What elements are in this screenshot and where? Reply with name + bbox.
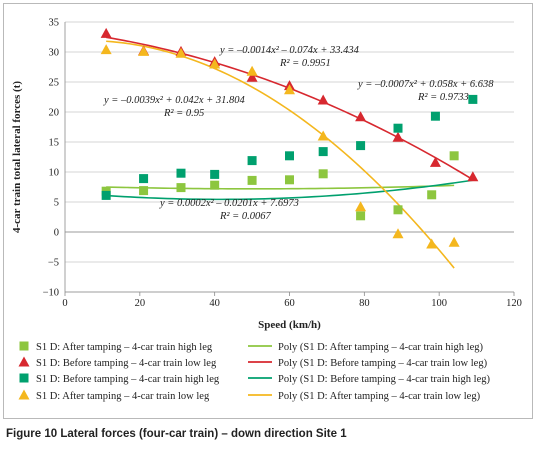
data-point-series-4 <box>448 236 460 247</box>
legend-label-trendline-3: Poly (S1 D: Before tamping – 4-car train… <box>278 374 490 385</box>
data-point-series-2 <box>355 111 367 122</box>
y-tick-label: 25 <box>49 78 60 89</box>
legend-marker-series-1 <box>19 341 29 351</box>
x-tick-label: 20 <box>135 298 146 309</box>
data-point-series-4 <box>138 45 150 56</box>
data-point-series-1 <box>356 211 366 221</box>
data-point-series-3 <box>430 111 440 121</box>
data-point-series-3 <box>285 151 294 161</box>
x-tick-label: 40 <box>209 298 220 309</box>
data-point-series-1 <box>210 180 220 190</box>
equation-layer: y = 0.0002x² – 0.0201x + 7.6973 R² = 0.00… <box>103 45 494 222</box>
trendline-1 <box>106 184 455 190</box>
legend-label-series-3: S1 D: Before tamping – 4-car train high … <box>36 374 220 385</box>
data-point-series-4 <box>209 58 221 69</box>
y-tick-label: −10 <box>43 288 59 299</box>
y-tick-label: 35 <box>49 18 60 29</box>
trendline-r2-1: R² = 0.0067 <box>219 211 272 222</box>
x-tick-label: 100 <box>431 298 447 309</box>
data-point-series-2 <box>392 131 404 142</box>
figure-caption: Figure 10 Lateral forces (four-car train… <box>6 428 347 440</box>
trendline-equation-2: y = –0.0014x² – 0.074x + 33.434 <box>219 45 360 56</box>
trendline-r2-2: R² = 0.9951 <box>279 58 331 69</box>
data-point-series-4 <box>317 130 329 141</box>
data-point-series-4 <box>426 238 438 249</box>
y-tick-label: 30 <box>49 48 60 59</box>
trendline-3 <box>106 179 473 201</box>
data-point-series-4 <box>284 84 295 95</box>
data-point-series-2 <box>246 71 258 82</box>
legend-marker-series-3 <box>19 373 29 383</box>
data-point-series-4 <box>246 65 258 76</box>
legend-label-trendline-1: Poly (S1 D: After tamping – 4-car train … <box>278 342 484 353</box>
data-point-series-1 <box>393 205 403 215</box>
data-point-series-3 <box>247 156 257 166</box>
legend-label-series-1: S1 D: After tamping – 4-car train high l… <box>36 342 213 353</box>
y-axis-title: 4-car train total lateral forces (t) <box>11 81 23 233</box>
data-point-series-3 <box>139 174 149 184</box>
trendline-equation-4: y = –0.0039x² + 0.042x + 31.804 <box>103 95 246 106</box>
y-tick-label: 5 <box>54 198 59 209</box>
data-point-series-3 <box>356 141 366 151</box>
data-point-series-1 <box>176 183 186 193</box>
legend: S1 D: After tamping – 4-car train high l… <box>18 341 490 402</box>
x-tick-label: 120 <box>506 298 522 309</box>
trendline-r2-4: R² = 0.95 <box>163 108 204 119</box>
x-tick-label: 80 <box>359 298 370 309</box>
y-tick-label: −5 <box>48 258 59 269</box>
data-point-series-1 <box>139 186 149 196</box>
legend-label-series-4: S1 D: After tamping – 4-car train low le… <box>36 391 210 402</box>
x-axis-title: Speed (km/h) <box>258 319 321 331</box>
legend-label-trendline-4: Poly (S1 D: After tamping – 4-car train … <box>278 391 481 402</box>
data-point-series-3 <box>210 169 220 179</box>
data-point-series-4 <box>100 44 112 55</box>
data-point-series-3 <box>318 147 328 157</box>
y-tick-label: 0 <box>54 228 59 239</box>
lateral-forces-chart: −10 −5 0 5 10 15 20 25 30 35 0 20 40 60 80 100 120 Speed … <box>11 18 522 403</box>
chart-border <box>3 3 533 419</box>
axis-layer: −10 −5 0 5 10 15 20 25 30 35 0 20 40 60 80 100 120 Speed … <box>11 18 522 332</box>
data-point-series-3 <box>393 123 403 133</box>
trendline-r2-3: R² = 0.9733 <box>417 92 469 103</box>
data-point-series-3 <box>468 94 478 104</box>
data-point-series-1 <box>427 190 437 200</box>
y-tick-label: 15 <box>49 138 60 149</box>
trendline-equation-3: y = –0.0007x² + 0.058x + 6.638 <box>357 79 494 90</box>
legend-label-trendline-2: Poly (S1 D: Before tamping – 4-car train… <box>278 358 488 369</box>
data-point-series-4 <box>355 201 367 212</box>
data-point-series-2 <box>429 156 441 167</box>
data-point-layer <box>100 27 479 249</box>
y-tick-label: 10 <box>49 168 60 179</box>
x-tick-label: 60 <box>284 298 295 309</box>
data-point-series-2 <box>100 27 112 38</box>
data-point-series-1 <box>318 169 328 179</box>
data-point-series-3 <box>101 190 111 200</box>
data-point-series-2 <box>317 94 329 105</box>
y-tick-label: 20 <box>49 108 60 119</box>
trendline-equation-1: y = 0.0002x² – 0.0201x + 7.6973 <box>159 198 299 209</box>
data-point-series-1 <box>285 175 294 185</box>
data-point-series-4 <box>175 47 187 58</box>
legend-marker-series-2 <box>18 356 30 367</box>
data-point-series-1 <box>449 151 459 161</box>
data-point-series-4 <box>392 228 404 239</box>
data-point-series-3 <box>176 168 186 178</box>
trendline-4 <box>106 40 455 269</box>
legend-label-series-2: S1 D: Before tamping – 4-car train low l… <box>36 358 217 369</box>
x-tick-label: 0 <box>62 298 67 309</box>
data-point-series-1 <box>247 175 257 185</box>
data-point-series-2 <box>467 171 479 182</box>
legend-marker-series-4 <box>18 389 30 400</box>
